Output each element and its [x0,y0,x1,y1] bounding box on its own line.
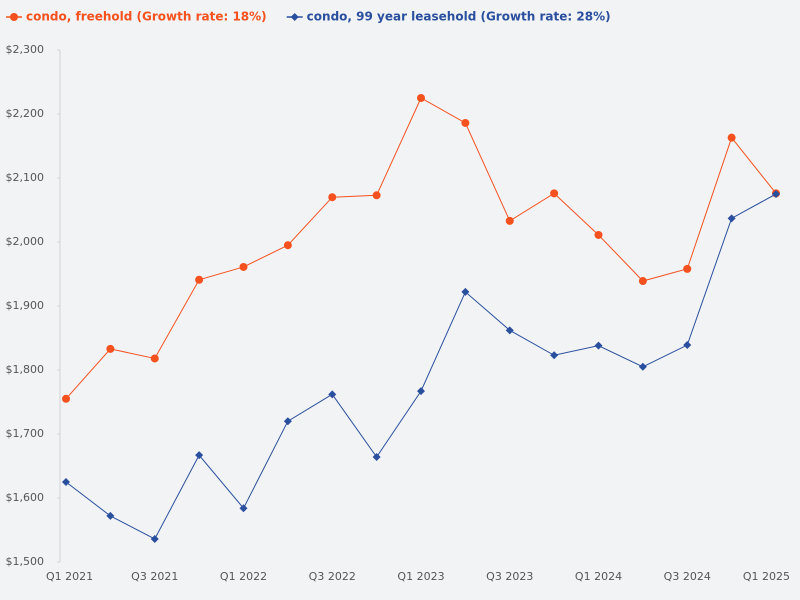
data-point [62,394,70,403]
data-point [505,216,514,225]
data-point [417,94,425,102]
data-point [594,341,603,350]
data-point [239,504,248,513]
x-tick-label: Q1 2021 [46,570,93,583]
legend-label: condo, freehold (Growth rate: 18%) [26,10,267,24]
legend-marker [290,13,299,21]
y-tick-label: $2,200 [6,107,45,120]
data-point [638,362,647,371]
x-tick-label: Q1 2025 [743,570,790,583]
data-point [62,478,70,486]
data-point [550,351,559,360]
data-point [195,451,204,460]
legend-label: condo, 99 year leasehold (Growth rate: 2… [307,10,611,24]
y-tick-label: $2,000 [6,235,45,248]
data-point [461,287,470,296]
data-point [239,262,248,271]
data-point [550,189,559,198]
data-point [195,275,204,284]
data-point [727,214,736,223]
data-point [594,230,603,239]
data-point [683,341,692,350]
data-point [417,387,425,396]
data-point [772,190,780,198]
data-point [683,264,692,273]
data-point [283,241,292,250]
data-point [150,354,159,363]
y-tick-label: $1,700 [6,427,45,440]
x-tick-label: Q1 2023 [397,570,444,583]
y-tick-label: $1,500 [6,555,45,568]
data-point [328,390,337,399]
data-point [283,417,292,426]
data-point [328,193,337,202]
x-tick-label: Q3 2022 [309,570,356,583]
x-tick-label: Q3 2024 [664,570,711,583]
data-point [638,277,647,286]
x-tick-label: Q3 2021 [131,570,178,583]
y-tick-label: $1,600 [6,491,45,504]
y-tick-label: $2,100 [6,171,45,184]
x-tick-label: Q1 2022 [220,570,267,583]
data-point [106,344,115,353]
y-tick-label: $2,300 [6,43,45,56]
x-tick-label: Q1 2024 [575,570,622,583]
data-point [150,534,159,543]
data-point [505,326,514,335]
data-point [372,191,381,200]
data-point [106,511,115,520]
y-tick-label: $1,900 [6,299,45,312]
series-line [65,193,777,540]
data-point [461,118,470,127]
legend-marker [10,13,18,21]
x-tick-label: Q3 2023 [486,570,533,583]
y-tick-label: $1,800 [6,363,45,376]
data-point [727,133,736,142]
data-point [372,453,381,462]
